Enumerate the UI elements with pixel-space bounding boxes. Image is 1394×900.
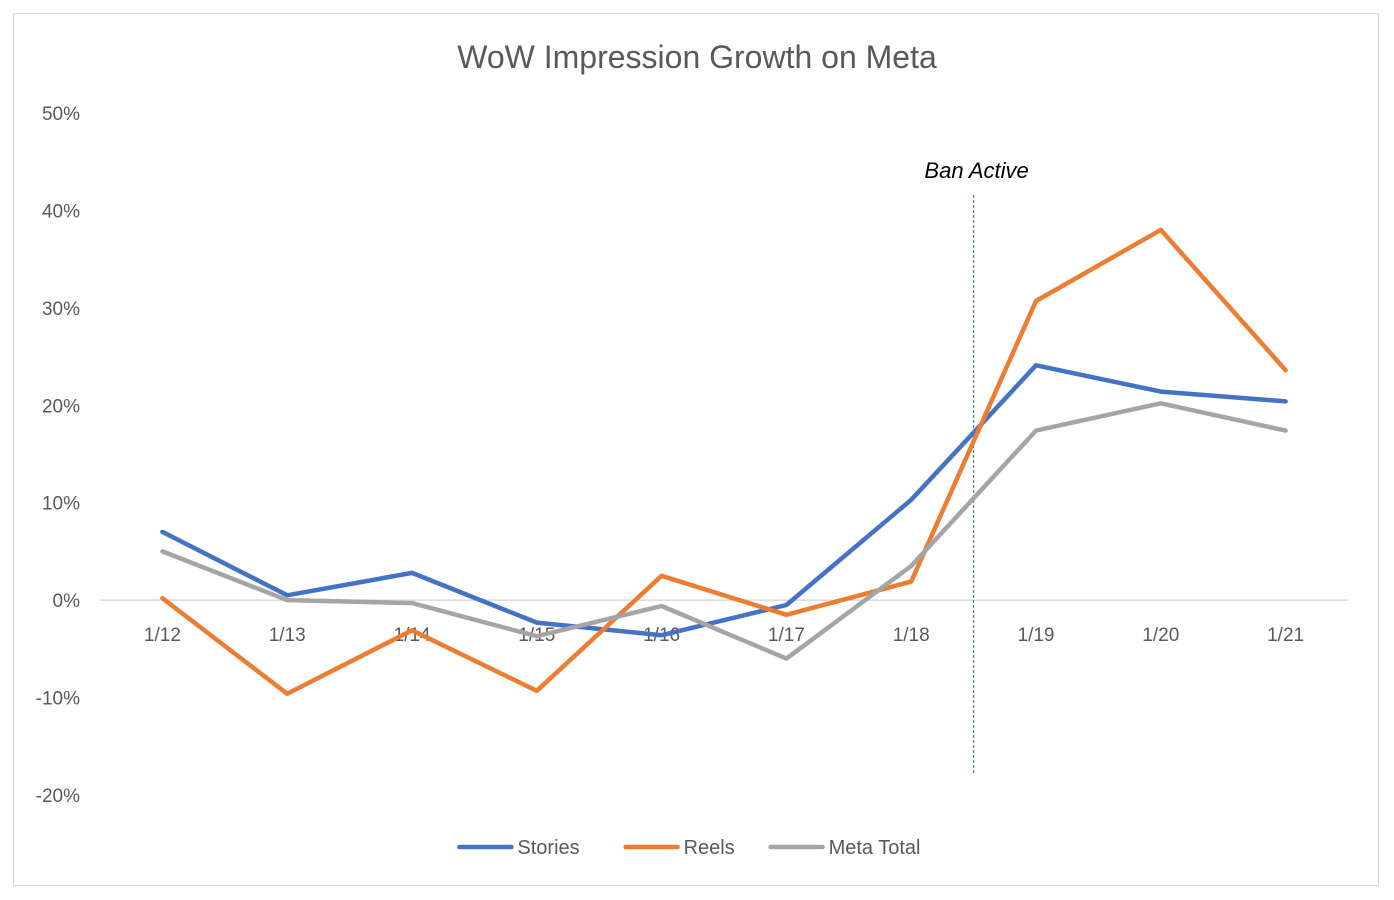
- series-line-meta-total: [160, 401, 1288, 661]
- y-tick-label: 10%: [42, 494, 80, 515]
- legend-label-stories: Stories: [517, 837, 579, 859]
- legend-label-reels: Reels: [684, 837, 735, 859]
- legend: Stories Reels Meta Total: [457, 837, 921, 859]
- annotations: Ban Active: [924, 158, 1029, 773]
- y-tick-label: 30%: [42, 299, 80, 320]
- y-tick-label: -10%: [36, 689, 80, 710]
- x-tick-label: 1/13: [269, 625, 306, 646]
- chart-frame: [13, 13, 1379, 886]
- series-line-stories: [160, 363, 1288, 638]
- x-tick-label: 1/17: [768, 625, 805, 646]
- y-tick-label: 0%: [53, 591, 81, 612]
- x-tick-label: 1/20: [1142, 625, 1179, 646]
- x-axis: 1/12 1/13 1/14 1/15 1/16 1/17 1/18 1/19 1/20 1/21: [144, 625, 1304, 646]
- y-tick-label: -20%: [36, 786, 80, 807]
- x-tick-label: 1/14: [394, 625, 431, 646]
- x-tick-label: 1/21: [1267, 625, 1304, 646]
- chart-title: WoW Impression Growth on Meta: [457, 39, 937, 75]
- x-tick-label: 1/12: [144, 625, 181, 646]
- y-tick-label: 50%: [42, 104, 80, 125]
- y-tick-label: 40%: [42, 201, 80, 222]
- legend-label-meta-total: Meta Total: [829, 837, 921, 859]
- y-tick-label: 20%: [42, 396, 80, 417]
- series-lines: [160, 227, 1288, 696]
- x-tick-label: 1/19: [1018, 625, 1055, 646]
- ban-active-label: Ban Active: [924, 158, 1028, 183]
- series-line-reels: [160, 227, 1288, 696]
- y-axis: 50% 40% 30% 20% 10% 0% -10% -20%: [36, 104, 80, 807]
- x-tick-label: 1/18: [893, 625, 930, 646]
